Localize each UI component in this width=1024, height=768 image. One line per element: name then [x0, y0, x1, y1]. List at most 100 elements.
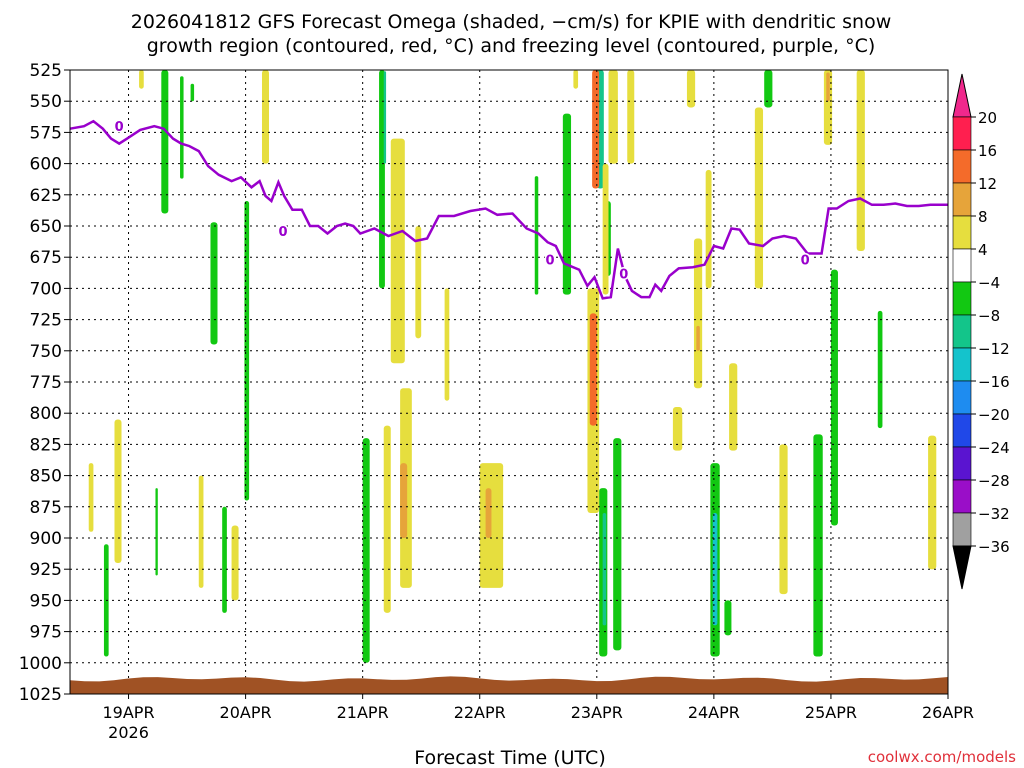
- y-tick-label-525: 525: [30, 61, 62, 81]
- colorbar-swatch-8: [952, 380, 972, 415]
- colorbar: 20 16 12 8 4 −4 −8 −12 −16 −20 −24 −28 −32 −36: [952, 73, 1010, 590]
- colorbar-label-3: 8: [978, 208, 988, 226]
- colorbar-swatch-4: [952, 248, 972, 283]
- omega-cell-26: [114, 419, 122, 563]
- omega-cell-51: [729, 363, 738, 451]
- colorbar-label-1: 16: [978, 142, 997, 160]
- y-tick-label-700: 700: [30, 279, 62, 299]
- terrain-band: [70, 676, 948, 694]
- omega-cell-0: [161, 70, 169, 214]
- omega-cell-45: [627, 70, 635, 164]
- omega-cell-46: [686, 70, 696, 108]
- omega-cell-55: [826, 72, 830, 102]
- colorbar-label-4: 4: [978, 241, 988, 259]
- colorbar-swatch-7: [952, 347, 972, 382]
- y-tick-label-775: 775: [30, 373, 62, 393]
- colorbar-label-6: −8: [978, 307, 1000, 325]
- omega-cell-32: [390, 138, 405, 364]
- omega-cell-11: [562, 113, 572, 295]
- credit-text: coolwx.com/models: [868, 748, 1016, 766]
- x-tick-label-25APR: 25APR: [805, 703, 857, 722]
- y-tick-label-675: 675: [30, 248, 62, 268]
- y-tick-label-600: 600: [30, 155, 62, 175]
- omega-cell-41: [589, 313, 597, 426]
- colorbar-swatch-5: [952, 281, 972, 316]
- y-tick-label-625: 625: [30, 186, 62, 206]
- y-tick-label-900: 900: [30, 529, 62, 549]
- omega-cell-44: [608, 70, 618, 164]
- y-tick-label-750: 750: [30, 342, 62, 362]
- y-tick-label-975: 975: [30, 623, 62, 643]
- omega-cell-35: [415, 226, 422, 339]
- y-tick-label-825: 825: [30, 435, 62, 455]
- colorbar-swatch-11: [952, 479, 972, 514]
- omega-cell-5: [210, 222, 218, 345]
- omega-shading: [88, 70, 937, 663]
- omega-cell-1: [180, 76, 184, 179]
- omega-cell-57: [928, 435, 937, 570]
- colorbar-label-11: −28: [978, 472, 1010, 490]
- omega-cell-36: [444, 288, 450, 401]
- y-tick-label-1000: 1000: [19, 654, 62, 674]
- x-axis-title: Forecast Time (UTC): [414, 747, 605, 768]
- omega-cell-50: [672, 406, 683, 451]
- plot-area: 0 0 0 0 0: [69, 69, 949, 695]
- x-tick-label-19APR: 19APR: [102, 703, 154, 722]
- omega-cell-27: [88, 463, 94, 532]
- colorbar-swatch-9: [952, 413, 972, 448]
- freezing-level-label-3: 0: [619, 267, 628, 282]
- colorbar-swatch-10: [952, 446, 972, 481]
- x-axis-sublabel: 2026: [108, 723, 149, 742]
- omega-cell-10: [155, 488, 158, 576]
- colorbar-swatch-2: [952, 182, 972, 217]
- colorbar-swatch-0: [952, 116, 972, 151]
- colorbar-label-5: −4: [978, 274, 1000, 292]
- omega-cell-56: [856, 70, 865, 251]
- freezing-level-label-4: 0: [801, 254, 810, 269]
- colorbar-label-7: −12: [978, 340, 1010, 358]
- colorbar-top-arrow: [952, 73, 972, 118]
- x-tick-label-21APR: 21APR: [337, 703, 389, 722]
- chart-title-line1: 2026041812 GFS Forecast Omega (shaded, −…: [131, 11, 892, 33]
- terrain-fill: [70, 676, 948, 694]
- omega-cell-48: [696, 325, 700, 351]
- omega-cell-19: [712, 513, 718, 626]
- omega-cell-39: [573, 70, 579, 89]
- y-tick-label-950: 950: [30, 591, 62, 611]
- omega-cell-2: [190, 83, 195, 102]
- omega-cell-52: [754, 107, 764, 289]
- y-tick-label-850: 850: [30, 467, 62, 487]
- y-tick-label-1025: 1025: [19, 685, 62, 705]
- x-tick-label-22APR: 22APR: [454, 703, 506, 722]
- y-axis: 525 550 575 600 625 650 675 700 725 750 775 800 825 8…: [19, 61, 70, 705]
- freezing-level-line: [69, 119, 948, 300]
- freezing-level-label-2: 0: [545, 254, 554, 269]
- omega-cell-24: [764, 70, 773, 108]
- omega-cell-4: [383, 71, 387, 164]
- colorbar-swatch-3: [952, 215, 972, 250]
- omega-cell-54: [823, 70, 833, 145]
- y-tick-label-575: 575: [30, 123, 62, 143]
- colorbar-label-10: −24: [978, 439, 1010, 457]
- omega-cell-25: [139, 70, 144, 89]
- freezing-level-label-0: 0: [115, 120, 124, 135]
- omega-cell-7: [222, 506, 227, 613]
- colorbar-swatch-1: [952, 149, 972, 184]
- x-axis: 19APR 20APR 21APR 22APR 23APR 24APR 25APR 26APR: [102, 694, 974, 722]
- omega-cell-17: [613, 438, 622, 651]
- chart-title-line2: growth region (contoured, red, °C) and f…: [147, 35, 876, 57]
- omega-cell-12: [534, 176, 539, 295]
- colorbar-swatch-6: [952, 314, 972, 349]
- y-tick-label-725: 725: [30, 311, 62, 331]
- omega-cell-28: [198, 475, 204, 588]
- y-tick-label-925: 925: [30, 560, 62, 580]
- omega-cell-38: [485, 488, 492, 538]
- omega-cell-29: [231, 525, 239, 601]
- y-tick-label-650: 650: [30, 217, 62, 237]
- y-tick-label-875: 875: [30, 498, 62, 518]
- colorbar-swatch-12: [952, 512, 972, 547]
- x-tick-label-26APR: 26APR: [922, 703, 974, 722]
- omega-cell-23: [877, 310, 883, 429]
- omega-cell-47: [693, 238, 703, 389]
